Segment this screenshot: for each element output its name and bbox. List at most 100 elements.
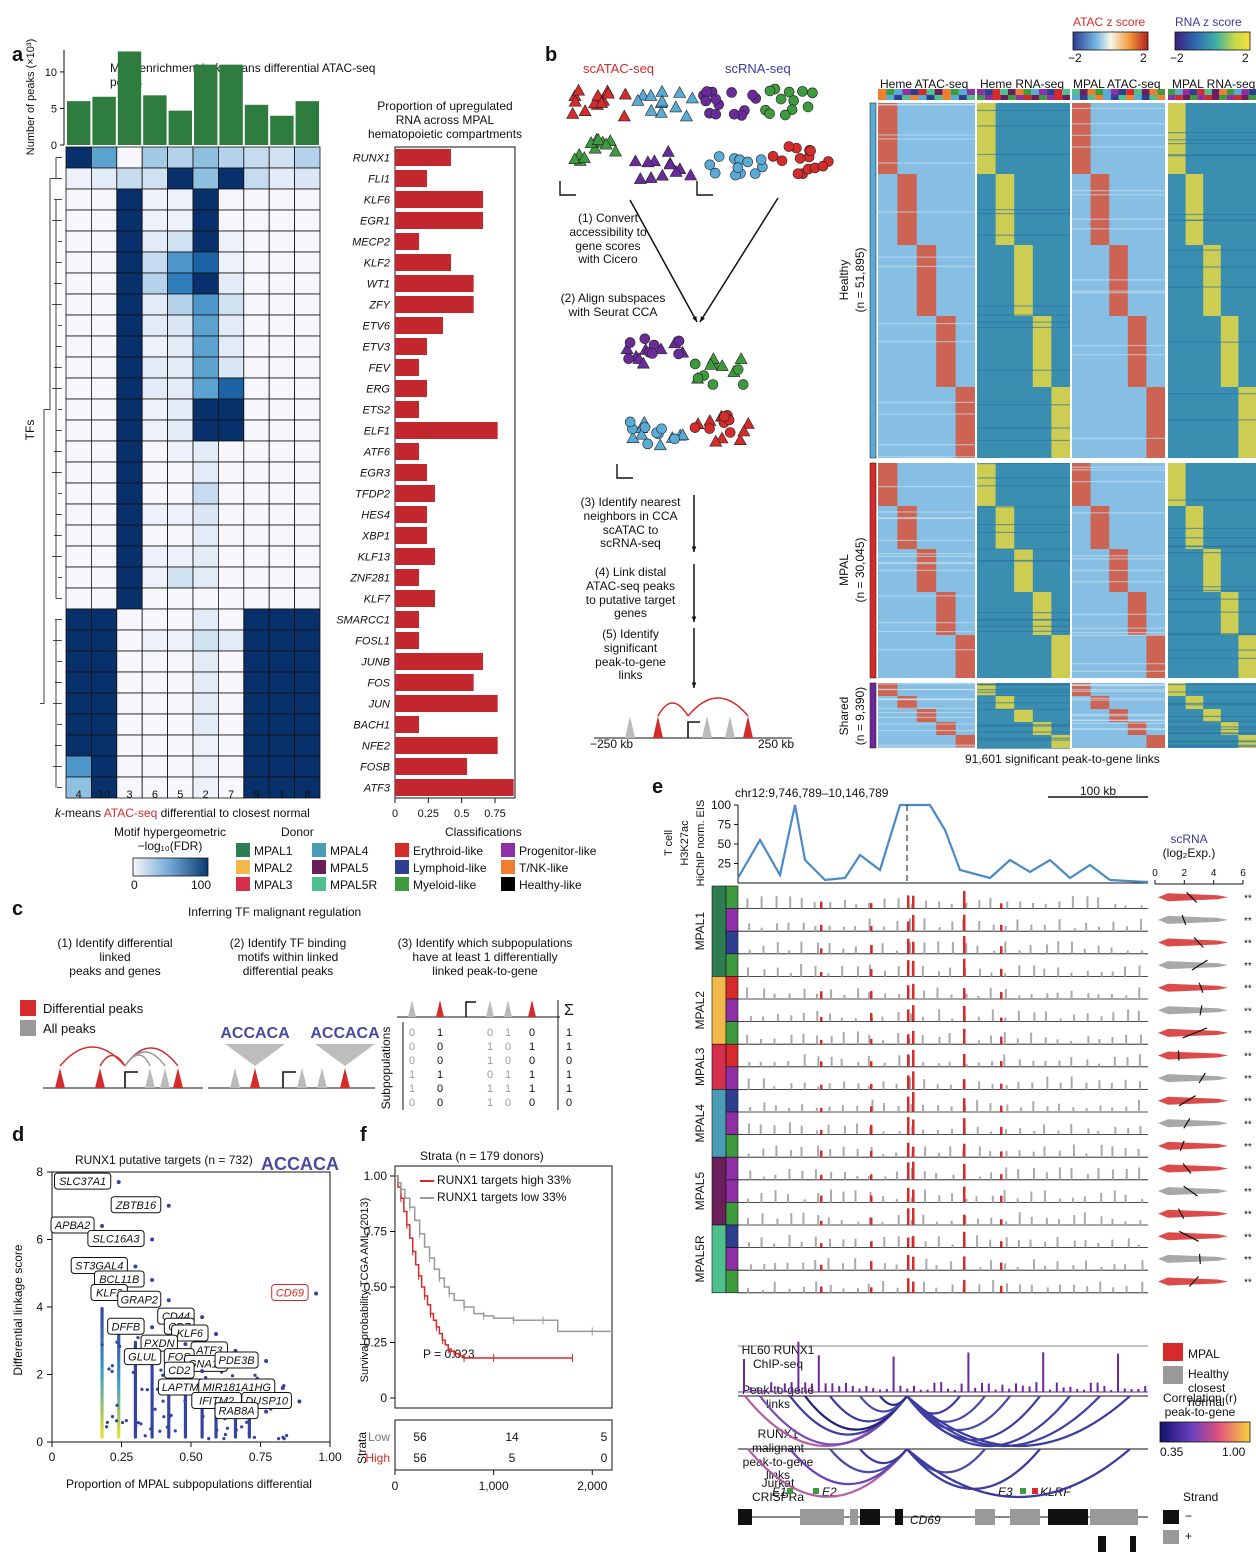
e-peak-grey xyxy=(816,1035,819,1045)
heatmap-stripe xyxy=(1072,632,1165,634)
atac-cell-red xyxy=(595,96,609,108)
e-peak-grey xyxy=(1016,1198,1019,1203)
cca-cell-blue xyxy=(642,438,653,450)
e-peak-grey xyxy=(802,922,805,932)
e-peak-grey xyxy=(910,1168,913,1180)
e-peak-grey xyxy=(1114,1126,1117,1135)
a-heatmap-cell xyxy=(116,608,143,631)
heatmap-annot-top2 xyxy=(1126,95,1134,100)
panel-d-xlabel: Proportion of MPAL subpopulations differ… xyxy=(66,1477,312,1491)
e-peak-grey xyxy=(882,1281,885,1293)
panel-letter-b: b xyxy=(545,44,558,66)
e-class-bar xyxy=(725,1247,739,1271)
e-peak-grey xyxy=(1111,1037,1114,1045)
c3-matrix-cell: 1 xyxy=(505,1027,511,1039)
a-heatmap-cell xyxy=(217,566,245,589)
a-top-bar xyxy=(117,51,142,145)
a-right-bar xyxy=(395,569,419,586)
a-heatmap-cell xyxy=(294,209,321,232)
e-violin xyxy=(1158,893,1228,902)
a-heatmap-cell xyxy=(294,566,321,589)
heatmap-annot-top2 xyxy=(926,95,935,100)
heatmap-annot-top2 xyxy=(1023,95,1032,100)
e-peak-grey xyxy=(1032,1167,1035,1180)
e-peak-grey xyxy=(1058,901,1061,909)
heatmap-stripe xyxy=(977,477,1070,479)
e-peak-red xyxy=(1000,1195,1003,1203)
e-peak-grey xyxy=(1019,1284,1022,1293)
e-chip-bar xyxy=(811,1383,813,1392)
heatmap-annot-top2 xyxy=(992,95,1001,100)
c2-motif-logo: ACCACA xyxy=(310,1025,380,1042)
heatmap-stripe xyxy=(1168,726,1256,728)
d-point xyxy=(110,1414,115,1419)
atac-cell-purple xyxy=(661,145,675,157)
e-peak-grey xyxy=(992,924,995,932)
e-peak-grey xyxy=(1140,905,1143,909)
c1-peak xyxy=(173,1068,183,1088)
a-heatmap-cell xyxy=(167,314,194,337)
scrna-title: scRNA (log₂Exp.) xyxy=(1162,832,1216,860)
e-peak-grey xyxy=(1029,945,1032,954)
heatmap-annot-top2 xyxy=(1182,95,1190,100)
e-peak-grey xyxy=(1124,966,1127,977)
heatmap-hot-block xyxy=(1185,174,1204,245)
heatmap-hot-block xyxy=(1032,722,1052,735)
d-point-label: MIR181A1HG xyxy=(202,1382,271,1394)
cca-cell-purple xyxy=(647,348,658,359)
panel-letter-d: d xyxy=(12,1124,25,1146)
e-peak-grey xyxy=(979,968,982,977)
a-heatmap-cell xyxy=(167,230,194,253)
e-peak-grey xyxy=(1019,1128,1022,1135)
heatmap-stripe xyxy=(977,625,1070,627)
a-heatmap-cell xyxy=(243,440,270,463)
e-sig: ** xyxy=(1244,1187,1252,1198)
a-tf-label: NFE2 xyxy=(362,741,390,753)
e-peak-grey xyxy=(776,942,779,954)
d-point-label-box xyxy=(214,1351,259,1369)
e-peak-grey xyxy=(827,1217,830,1225)
a-heatmap-cell xyxy=(192,230,219,253)
a-heatmap-cell xyxy=(268,692,296,715)
a-heatmap-cell xyxy=(243,293,270,316)
e-scrna-tick-label: 0 xyxy=(1152,868,1158,879)
rna-cell-green xyxy=(802,101,814,113)
f-km-line xyxy=(395,1175,573,1359)
e-peak-grey xyxy=(830,989,833,999)
e-peak-grey xyxy=(1058,1060,1061,1067)
d-point-label: ZBTB16 xyxy=(115,1200,157,1212)
e-violin-median xyxy=(1186,891,1198,903)
e-chip-bar xyxy=(824,1383,827,1392)
e-peak-grey xyxy=(924,1241,927,1248)
a-heatmap-cell xyxy=(65,377,92,400)
a-right-bar xyxy=(395,464,427,481)
e-gene-exon xyxy=(895,1509,903,1525)
e-peak-grey xyxy=(978,1146,981,1158)
e-peak-grey xyxy=(935,1265,938,1271)
e-chip-bar xyxy=(899,1385,902,1392)
e-peak-grey xyxy=(1005,1237,1008,1248)
e-chip-bar xyxy=(831,1383,834,1392)
cca-cell-blue xyxy=(669,433,680,445)
d-labeled-point xyxy=(280,1386,285,1390)
e-peak-grey xyxy=(842,926,845,932)
e-chip-bar xyxy=(1001,1384,1004,1392)
e-sig: ** xyxy=(1244,1097,1252,1108)
heatmap-stripe xyxy=(977,531,1070,533)
d-point-label-box xyxy=(50,1216,95,1234)
a-heatmap-cell xyxy=(141,503,168,526)
d-point-label: ST3GAL4 xyxy=(75,1261,123,1273)
d-point xyxy=(230,1374,235,1378)
a-heatmap-cell xyxy=(65,461,92,484)
d-point xyxy=(136,1421,140,1425)
heatmap-stripe xyxy=(878,211,975,213)
e-peak-red xyxy=(912,895,915,909)
e-chip-bar xyxy=(1035,1382,1038,1392)
e-hichip-label: T cell xyxy=(663,830,675,856)
a-col-label: 5 xyxy=(177,789,183,801)
rna-cell-green xyxy=(797,86,808,97)
heatmap-hot-block xyxy=(897,174,917,245)
rna-cell-blue xyxy=(713,151,725,162)
e-violin-median xyxy=(1193,937,1204,948)
e-sig: ** xyxy=(1244,939,1252,950)
